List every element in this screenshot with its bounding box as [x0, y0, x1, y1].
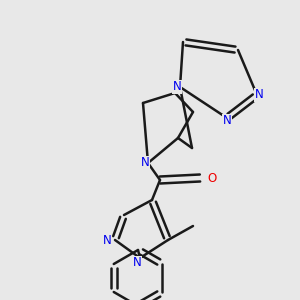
Text: O: O [207, 172, 217, 184]
Text: N: N [103, 233, 111, 247]
Text: N: N [223, 115, 231, 128]
Text: N: N [255, 88, 263, 101]
Text: N: N [133, 256, 141, 269]
Text: N: N [172, 80, 182, 94]
Text: N: N [141, 157, 149, 169]
